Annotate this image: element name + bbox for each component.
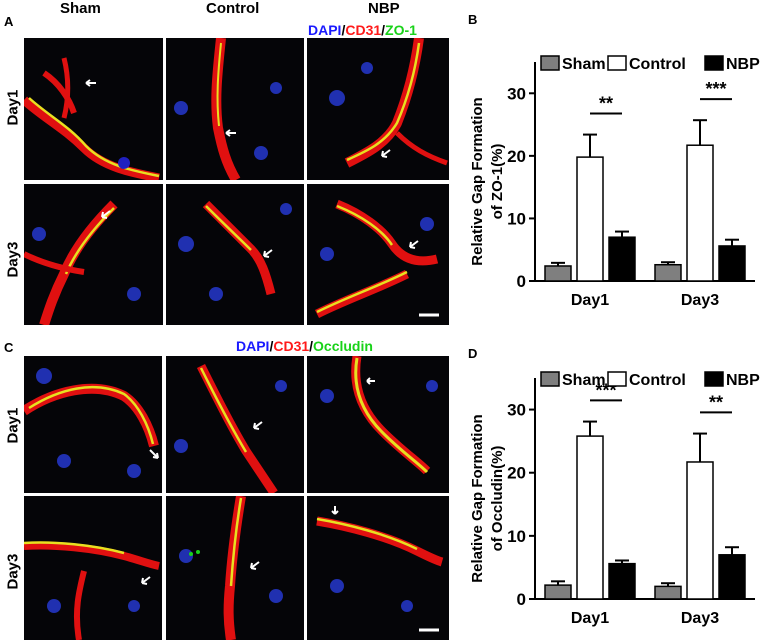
legend-swatch-nbp: [704, 55, 724, 71]
micrograph-a-day1-nbp: [307, 38, 449, 180]
bar-control-day1: [576, 156, 604, 282]
bar-control-day1: [576, 435, 604, 600]
stain-dapi: DAPI: [236, 338, 270, 354]
significance-label: ***: [705, 79, 726, 99]
row-label-day3-a: Day3: [4, 241, 22, 278]
vessel-image: [314, 199, 439, 319]
bar-nbp-day1: [608, 562, 636, 600]
stain-legend-c: DAPI/CD31/Occludin: [236, 338, 373, 354]
vessel-image: [329, 38, 448, 168]
significance-label: **: [599, 93, 613, 113]
row-label-day1-a: Day1: [4, 89, 22, 126]
bar-sham-day3: [654, 585, 682, 600]
vessel-image: [178, 200, 292, 301]
bar-control-day3: [686, 461, 714, 600]
y-tick-label: 10: [507, 209, 526, 228]
column-header-nbp: NBP: [368, 0, 400, 17]
y-tick-label: 30: [507, 84, 526, 103]
row-label-day1-c: Day1: [4, 407, 22, 444]
y-axis-label: of Occludin(%): [489, 446, 506, 552]
legend-label-control: Control: [629, 56, 686, 73]
column-header-control: Control: [206, 0, 260, 17]
y-axis-label: Relative Gap Formation: [469, 97, 486, 265]
legend-label-nbp: NBP: [726, 372, 760, 389]
column-header-sham: Sham: [60, 0, 101, 17]
legend-swatch-control: [607, 371, 627, 387]
micrograph-a-day3-sham: [24, 184, 163, 325]
bar-control-day3: [686, 144, 714, 282]
y-tick-label: 0: [517, 272, 526, 291]
micrograph-c-day1-nbp: [307, 356, 449, 493]
micrograph-a-day1-sham: [24, 38, 163, 180]
y-tick-label: 20: [507, 147, 526, 166]
vessel-image: [174, 38, 282, 180]
bar-nbp-day3: [718, 245, 746, 282]
micrograph-a-day3-nbp: [307, 184, 449, 325]
vessel-image: [24, 57, 160, 180]
y-axis-label: of ZO-1(%): [489, 144, 506, 220]
panel-letter-a: A: [4, 14, 14, 29]
chart-panel-b: 0 10 20 30 Relative Gap Formation of ZO-1(%) D…: [469, 55, 760, 309]
stain-sep: /: [341, 22, 346, 38]
vessel-image: [316, 506, 444, 632]
vessel-image: [24, 368, 159, 478]
legend-swatch-control: [607, 55, 627, 71]
legend-label-sham: Sham: [562, 56, 606, 73]
stain-dapi: DAPI: [308, 22, 342, 38]
bar-nbp-day1: [608, 236, 636, 282]
vessel-image: [179, 496, 283, 640]
y-tick-label: 10: [507, 527, 526, 546]
panel-letter-c: C: [4, 340, 14, 355]
y-tick-label: 0: [517, 590, 526, 609]
x-tick-label: Day3: [681, 610, 719, 627]
vessel-image: [320, 356, 438, 475]
stain-cd31: CD31: [273, 338, 310, 354]
x-tick-label: Day3: [681, 292, 719, 309]
x-tick-label: Day1: [571, 292, 609, 309]
y-axis-label: Relative Gap Formation: [469, 414, 486, 582]
y-tick-label: 30: [507, 401, 526, 420]
vessel-image: [24, 541, 160, 640]
legend-swatch-sham: [540, 55, 560, 71]
panel-letter-b: B: [468, 12, 478, 27]
micrograph-c-day1-sham: [24, 356, 162, 493]
stain-sep: /: [309, 338, 314, 354]
y-tick-label: 20: [507, 464, 526, 483]
stain-legend-a: DAPI/CD31/ZO-1: [308, 22, 417, 38]
stain-sep: /: [269, 338, 274, 354]
micrograph-c-day3-control: [166, 496, 304, 640]
significance-label: **: [709, 392, 723, 412]
panel-letter-d: D: [468, 346, 478, 361]
vessel-image: [24, 200, 141, 325]
bar-nbp-day3: [718, 554, 746, 600]
stain-zo1: ZO-1: [385, 22, 417, 38]
bar-sham-day1: [544, 265, 572, 282]
row-label-day3-c: Day3: [4, 553, 22, 590]
legend-swatch-sham: [540, 371, 560, 387]
stain-cd31: CD31: [345, 22, 382, 38]
legend-label-nbp: NBP: [726, 56, 760, 73]
stain-sep: /: [381, 22, 386, 38]
micrograph-a-day3-control: [166, 184, 304, 325]
legend-label-sham: Sham: [562, 372, 606, 389]
x-tick-label: Day1: [571, 610, 609, 627]
vessel-image: [174, 363, 287, 493]
bar-sham-day1: [544, 584, 572, 600]
micrograph-a-day1-control: [166, 38, 304, 180]
legend-label-control: Control: [629, 372, 686, 389]
bar-sham-day3: [654, 263, 682, 282]
micrograph-c-day3-sham: [24, 496, 162, 640]
stain-occludin: Occludin: [313, 338, 373, 354]
legend-swatch-nbp: [704, 371, 724, 387]
micrograph-c-day1-control: [166, 356, 304, 493]
micrograph-c-day3-nbp: [307, 496, 449, 640]
chart-panel-d: 0 10 20 30 Relative Gap Formation of Occludin…: [469, 371, 760, 627]
